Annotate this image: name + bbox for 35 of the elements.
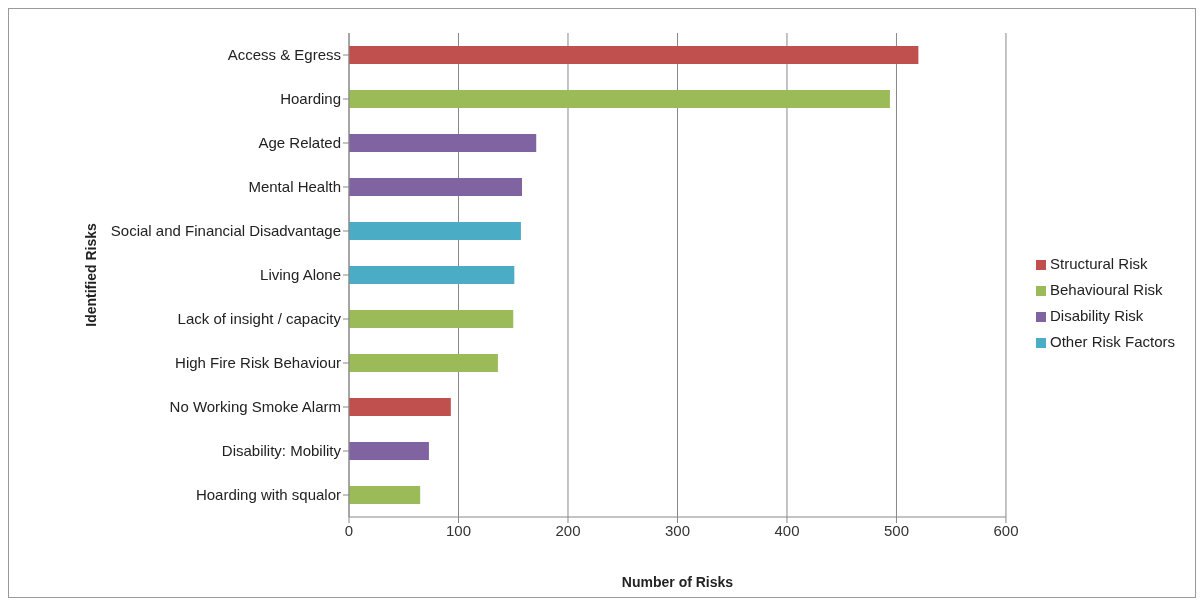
legend-label: Behavioural Risk xyxy=(1049,281,1163,298)
bar xyxy=(349,178,522,196)
bar xyxy=(349,222,521,240)
bar xyxy=(349,266,515,284)
bar xyxy=(349,442,429,460)
y-tick-label: Mental Health xyxy=(248,178,341,196)
y-tick-label: Lack of insight / capacity xyxy=(177,310,342,328)
x-axis-title: Number of Risks xyxy=(621,574,734,590)
y-tick-label: Hoarding xyxy=(280,90,341,108)
x-tick-label: 500 xyxy=(883,521,909,539)
x-tick-label: 200 xyxy=(555,521,581,539)
y-axis-title: Identified Risks xyxy=(82,223,99,327)
x-tick-label: 0 xyxy=(344,521,354,539)
y-tick-label: Disability: Mobility xyxy=(221,442,342,460)
bar xyxy=(349,310,514,328)
x-tick-label: 600 xyxy=(993,521,1019,539)
bar xyxy=(349,354,498,372)
bar xyxy=(349,134,537,152)
bar xyxy=(349,46,919,64)
y-tick-label: Hoarding with squalor xyxy=(195,486,341,504)
y-tick-label: Social and Financial Disadvantage xyxy=(110,222,341,240)
legend-label: Other Risk Factors xyxy=(1049,333,1175,350)
x-tick-label: 400 xyxy=(774,521,800,539)
y-tick-label: High Fire Risk Behaviour xyxy=(175,354,341,372)
legend-label: Disability Risk xyxy=(1049,307,1144,324)
x-tick-label: 300 xyxy=(664,521,690,539)
x-tick-label: 100 xyxy=(445,521,472,539)
bar xyxy=(349,486,421,504)
y-tick-label: Age Related xyxy=(258,134,341,152)
y-tick-label: Living Alone xyxy=(260,266,341,284)
bar xyxy=(349,90,890,108)
legend-label: Structural Risk xyxy=(1049,255,1148,272)
y-tick-label: Access & Egress xyxy=(227,46,341,64)
bar xyxy=(349,398,451,416)
y-tick-label: No Working Smoke Alarm xyxy=(169,398,341,416)
